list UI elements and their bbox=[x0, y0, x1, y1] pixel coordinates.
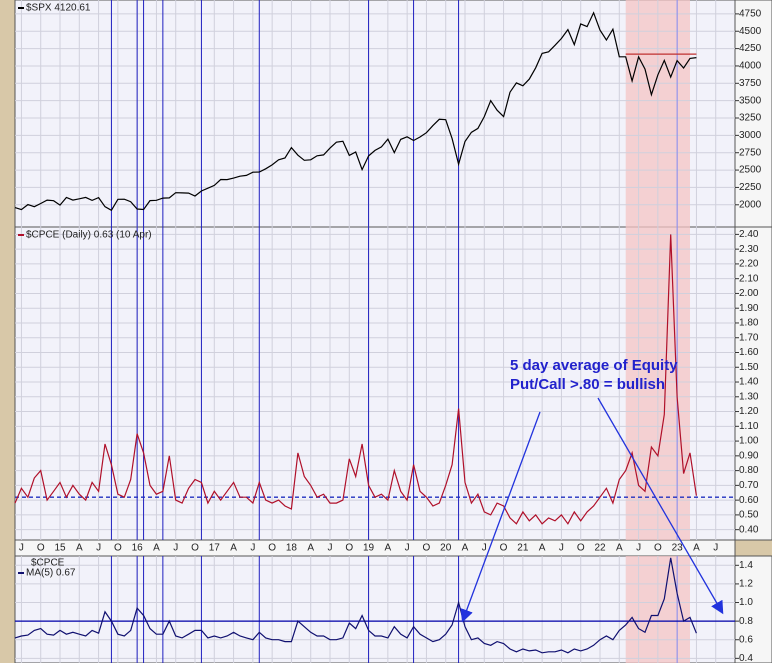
y-tick-label: 1.20 bbox=[739, 406, 759, 417]
axis-area bbox=[734, 555, 772, 663]
x-tick-label: 15 bbox=[54, 543, 66, 554]
y-tick-label: 4000 bbox=[739, 61, 762, 72]
y-tick-label: 1.60 bbox=[739, 347, 759, 358]
arrow bbox=[597, 397, 724, 615]
x-tick-label: A bbox=[693, 543, 700, 554]
x-tick-label: A bbox=[539, 543, 546, 554]
y-tick-label: 2250 bbox=[739, 182, 762, 193]
legend-label: $CPCE (Daily) 0.63 (10 Apr) bbox=[26, 230, 152, 241]
y-tick-label: 2.20 bbox=[739, 259, 759, 270]
x-tick-label: O bbox=[654, 543, 662, 554]
y-tick-label: 0.4 bbox=[739, 653, 753, 663]
y-tick-label: 2.10 bbox=[739, 273, 759, 284]
y-tick-label: 0.90 bbox=[739, 450, 759, 461]
x-tick-label: A bbox=[307, 543, 314, 554]
x-tick-label: J bbox=[713, 543, 718, 554]
x-tick-label: O bbox=[423, 543, 431, 554]
y-tick-label: 0.40 bbox=[739, 524, 759, 535]
x-tick-label: J bbox=[19, 543, 24, 554]
x-tick-label: 19 bbox=[363, 543, 375, 554]
series-line bbox=[14, 11, 697, 212]
x-tick-label: J bbox=[173, 543, 178, 554]
y-tick-label: 1.40 bbox=[739, 377, 759, 388]
x-tick-label: J bbox=[328, 543, 333, 554]
y-tick-label: 1.70 bbox=[739, 332, 759, 343]
y-tick-label: 4250 bbox=[739, 43, 762, 54]
legend-label: $SPX 4120.61 bbox=[26, 3, 91, 14]
y-tick-label: 1.30 bbox=[739, 391, 759, 402]
x-tick-label: O bbox=[37, 543, 45, 554]
arrow bbox=[460, 411, 541, 623]
y-tick-label: 4750 bbox=[739, 9, 762, 20]
x-tick-label: A bbox=[462, 543, 469, 554]
x-tick-label: J bbox=[96, 543, 101, 554]
x-tick-label: J bbox=[636, 543, 641, 554]
x-tick-label: 20 bbox=[440, 543, 452, 554]
y-tick-label: 2.30 bbox=[739, 244, 759, 255]
y-tick-label: 1.0 bbox=[739, 597, 753, 608]
x-tick-label: A bbox=[76, 543, 83, 554]
y-tick-label: 1.4 bbox=[739, 560, 753, 571]
x-tick-label: 21 bbox=[517, 543, 529, 554]
x-tick-label: A bbox=[616, 543, 623, 554]
y-tick-label: 2.40 bbox=[739, 229, 759, 240]
x-tick-label: A bbox=[385, 543, 392, 554]
y-tick-label: 2750 bbox=[739, 147, 762, 158]
y-tick-label: 0.70 bbox=[739, 480, 759, 491]
x-axis-strip bbox=[14, 539, 736, 557]
x-tick-label: O bbox=[577, 543, 585, 554]
y-tick-label: 2500 bbox=[739, 165, 762, 176]
y-tick-label: 1.00 bbox=[739, 436, 759, 447]
x-tick-label: 16 bbox=[132, 543, 144, 554]
y-tick-label: 0.50 bbox=[739, 510, 759, 521]
y-tick-label: 4500 bbox=[739, 26, 762, 37]
y-tick-label: 0.8 bbox=[739, 616, 753, 627]
y-tick-label: 1.2 bbox=[739, 579, 753, 590]
y-tick-label: 3750 bbox=[739, 78, 762, 89]
y-tick-label: 2.00 bbox=[739, 288, 759, 299]
x-tick-label: O bbox=[191, 543, 199, 554]
x-tick-label: 18 bbox=[286, 543, 298, 554]
panel-title: $CPCE bbox=[31, 558, 65, 569]
axis-area bbox=[734, 226, 772, 541]
x-tick-label: O bbox=[500, 543, 508, 554]
y-tick-label: 3250 bbox=[739, 113, 762, 124]
y-tick-label: 0.80 bbox=[739, 465, 759, 476]
y-tick-label: 0.6 bbox=[739, 634, 753, 645]
y-tick-label: 3000 bbox=[739, 130, 762, 141]
x-tick-label: O bbox=[268, 543, 276, 554]
x-tick-label: O bbox=[345, 543, 353, 554]
y-tick-label: 1.10 bbox=[739, 421, 759, 432]
y-tick-label: 2000 bbox=[739, 199, 762, 210]
y-tick-label: 3500 bbox=[739, 95, 762, 106]
x-tick-label: J bbox=[405, 543, 410, 554]
y-tick-label: 1.50 bbox=[739, 362, 759, 373]
x-tick-label: J bbox=[559, 543, 564, 554]
x-tick-label: 23 bbox=[672, 543, 684, 554]
x-tick-label: J bbox=[250, 543, 255, 554]
x-tick-label: J bbox=[482, 543, 487, 554]
x-tick-label: O bbox=[114, 543, 122, 554]
annotation: 5 day average of Equity bbox=[510, 357, 678, 374]
x-tick-label: A bbox=[153, 543, 160, 554]
x-tick-label: A bbox=[230, 543, 237, 554]
axis-area bbox=[734, 0, 772, 228]
y-tick-label: 1.90 bbox=[739, 303, 759, 314]
y-tick-label: 1.80 bbox=[739, 318, 759, 329]
annotation: Put/Call >.80 = bullish bbox=[510, 376, 665, 393]
series-line bbox=[14, 234, 697, 525]
x-tick-label: 17 bbox=[209, 543, 221, 554]
series-line bbox=[14, 557, 697, 654]
legend-label: MA(5) 0.67 bbox=[26, 568, 76, 579]
y-tick-label: 0.60 bbox=[739, 495, 759, 506]
x-tick-label: 22 bbox=[594, 543, 606, 554]
